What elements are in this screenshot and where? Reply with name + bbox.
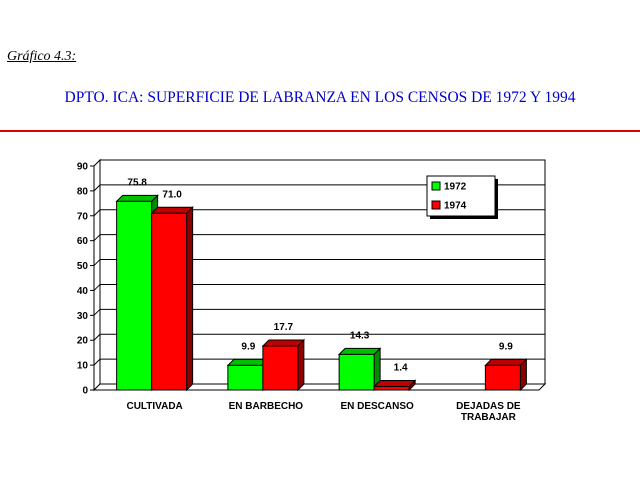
y-tick-label: 30 [77,311,89,322]
y-tick-label: 40 [77,286,89,297]
bars-layer [115,194,528,392]
y-tick-label: 50 [77,261,89,272]
data-label: 1.4 [394,363,408,374]
bar-1974-0 [151,212,188,391]
bar-1974-3 [484,364,521,391]
plot-side-wall [93,158,101,392]
data-label: 9.9 [241,341,255,352]
bar-1972-2 [338,353,375,391]
bar-1974-2 [373,386,410,391]
divider [0,130,640,132]
gridline-side [93,284,101,291]
x-category-label: DEJADAS DE [456,401,521,412]
bar-side [186,206,194,392]
data-label: 9.9 [499,341,513,352]
bar-side [297,338,305,392]
y-tick-label: 10 [77,361,89,372]
bar-top [150,206,194,214]
gridline-side [93,209,101,217]
gridline-side [93,184,101,192]
legend-label: 1974 [444,201,467,212]
data-label: 17.7 [274,322,294,333]
bar-1974-1 [262,345,299,391]
legend-swatch [431,181,441,191]
labels-layer: 0 10 20 30 40 50 60 70 80 90 75.8 71.0 CULTIVADA 9.9 1… [77,162,521,424]
bar-1972-1 [227,364,264,391]
bar-top [372,380,417,388]
data-label: 75.8 [127,177,147,188]
page-title: DPTO. ICA: SUPERFICIE DE LABRANZA EN LOS… [64,89,576,106]
y-tick-label: 70 [77,211,89,222]
legend-swatch [431,200,441,210]
x-category-label: TRABAJAR [461,412,517,423]
x-category-label: EN DESCANSO [340,401,414,412]
data-label: 14.3 [350,330,370,341]
x-category-label: EN BARBECHO [229,401,304,412]
y-tick-label: 90 [77,162,89,173]
bar-1972-0 [116,200,153,391]
gridline-side [93,259,101,266]
legend-layer: 1972 1974 [426,175,498,219]
gridline-side [93,234,101,242]
gridline-side [93,333,101,341]
y-tick-label: 0 [82,386,88,397]
legend-label: 1972 [444,182,467,193]
gridline-side [93,308,101,316]
y-tick-label: 60 [77,236,89,247]
y-tick-label: 20 [77,336,89,347]
x-category-label: CULTIVADA [126,401,182,412]
bar-top [484,358,528,366]
bar-top [261,339,306,347]
y-tick-label: 80 [77,186,89,197]
data-label: 71.0 [162,189,182,200]
bar-top [115,194,159,202]
gridline-side [93,358,101,366]
figure-label: Gráfico 4.3: [7,49,77,64]
bar-top [337,347,382,355]
